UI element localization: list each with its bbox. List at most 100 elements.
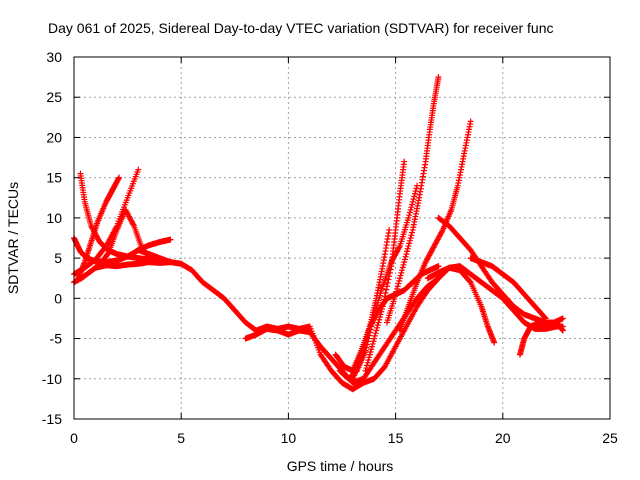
plus-marker [396,277,403,284]
plus-marker [358,355,365,362]
plus-marker [396,275,403,282]
plus-marker [406,240,413,247]
series-arc-spike-4 [396,118,474,334]
plus-marker [386,269,393,276]
plus-marker [361,344,368,351]
x-tick-labels: 0 5 10 15 20 25 [70,430,618,446]
plus-marker [435,74,442,81]
plus-marker [369,340,376,347]
plus-marker [406,237,413,244]
grid-lines [74,57,610,419]
y-tick-label: 20 [46,129,62,145]
series-arc-late-3 [467,255,549,322]
plus-marker [398,269,405,276]
plus-marker [359,350,366,357]
plus-marker [377,311,384,318]
plus-marker [364,334,371,341]
plus-marker [396,244,403,251]
plus-marker [366,354,373,361]
plus-marker [359,352,366,359]
y-tick-label: -15 [42,411,62,427]
plot-frame [73,56,611,420]
plus-marker [410,196,417,203]
plus-marker [404,248,411,255]
plus-marker [409,198,416,205]
plus-marker [411,190,418,197]
plus-marker [392,291,399,298]
plus-marker [386,226,393,233]
plus-marker [376,314,383,321]
y-tick-labels: -15 -10 -5 0 5 10 15 20 25 30 [42,49,62,427]
plus-marker [380,300,387,307]
y-tick-label: 15 [46,170,62,186]
y-axis-label: SDTVAR / TECUs [5,182,21,294]
plus-marker [401,158,408,165]
plus-marker [362,367,369,374]
plus-marker [408,232,415,239]
plus-marker [367,348,374,355]
x-tick-label: 10 [281,430,297,446]
plus-marker [387,266,394,273]
plus-marker [364,362,371,369]
plus-marker [383,286,390,293]
plus-marker [366,351,373,358]
plus-marker [363,336,370,343]
x-tick-label: 15 [388,430,404,446]
plus-marker [559,315,566,322]
plus-marker [376,316,383,323]
y-tick-label: 30 [46,49,62,65]
plus-marker [407,206,414,213]
plus-marker [401,259,408,266]
plus-marker [393,288,400,295]
plus-marker [399,264,406,271]
plus-marker [466,278,473,285]
plus-marker [371,335,378,342]
plus-marker [394,283,401,290]
series-arc-spike-3 [384,74,442,326]
y-tick-label: 25 [46,89,62,105]
plus-marker [406,209,413,216]
plus-marker [167,236,174,243]
y-tick-label: 5 [54,250,62,266]
plus-marker [395,280,402,287]
plus-marker [374,324,381,331]
plus-marker [434,275,441,282]
plus-marker [381,293,388,300]
plus-marker [399,267,406,274]
plus-marker [407,235,414,241]
plus-marker [361,342,368,349]
x-tick-label: 5 [177,430,185,446]
plus-marker [116,174,123,181]
x-axis-label: GPS time / hours [287,458,394,474]
plus-marker [541,314,548,321]
x-tick-label: 20 [495,430,511,446]
plus-marker [405,243,412,250]
plus-marker [411,193,418,200]
plus-marker [542,315,549,322]
plus-marker [364,331,371,338]
x-tick-label: 0 [70,430,78,446]
plus-marker [364,359,371,366]
plus-marker [384,279,391,286]
y-tick-label: -5 [50,331,63,347]
plus-marker [372,330,379,337]
plus-marker [401,256,408,263]
plus-marker [408,204,415,211]
plus-marker [404,245,411,252]
plus-marker [435,263,442,270]
plus-marker [366,326,373,333]
plus-marker [369,343,376,350]
plus-marker [368,346,375,353]
plus-marker [384,283,391,290]
plus-marker [382,289,389,296]
plus-marker [379,303,386,310]
plus-marker [135,166,142,173]
y-tick-label: -10 [42,371,62,387]
plus-marker [405,214,412,221]
plus-marker [559,327,566,334]
plus-marker [385,276,392,283]
plus-marker [373,327,380,334]
plus-marker [130,221,137,228]
plus-marker [406,212,413,219]
